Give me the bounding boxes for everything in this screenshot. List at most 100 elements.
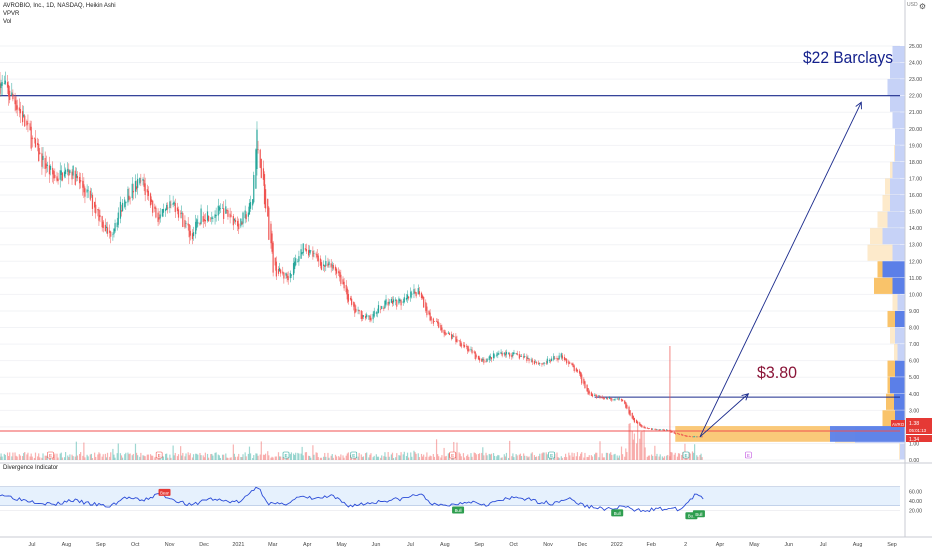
volume-bar <box>227 457 229 460</box>
volume-bar <box>599 441 601 460</box>
volume-bar <box>381 455 383 460</box>
candle-body <box>543 362 545 364</box>
candle-body <box>541 363 543 365</box>
volume-bar <box>14 452 16 460</box>
volume-bar <box>56 453 58 460</box>
volume-bar <box>202 455 204 460</box>
annotation-target-mid: $3.80 <box>757 363 797 382</box>
candle-body <box>558 355 560 360</box>
candle-body <box>328 261 330 266</box>
volume-bar <box>199 452 201 460</box>
earnings-marker <box>350 451 358 459</box>
volume-bar <box>625 448 627 460</box>
volume-bar <box>573 453 575 460</box>
volume-bar <box>569 455 571 460</box>
price-tick-label: 16.00 <box>909 193 922 199</box>
annotations: $22 Barclays $3.80 <box>757 48 893 382</box>
volume-bar <box>117 443 119 460</box>
volume-bar <box>238 453 240 460</box>
candle-body <box>387 301 389 306</box>
volume-bar <box>438 456 440 460</box>
volume-bar <box>473 452 475 460</box>
volume-bar <box>584 452 586 460</box>
time-tick-label: Sep <box>887 542 897 548</box>
candle-body <box>364 315 367 319</box>
volume-bar <box>699 455 701 460</box>
volume-bar <box>61 457 63 460</box>
projection-arrows <box>699 101 862 438</box>
volume-bar <box>458 452 460 460</box>
candle-body <box>587 388 589 395</box>
volume-bar <box>0 453 2 460</box>
volume-bar <box>200 455 202 460</box>
annotation-target-high: $22 Barclays <box>803 48 893 67</box>
volume-bar <box>613 454 615 460</box>
volume-bar <box>453 441 455 460</box>
volume-bar <box>151 455 153 460</box>
time-tick-label: May <box>749 542 759 548</box>
candle-body <box>158 217 160 220</box>
last-price-label: 1.38 <box>909 421 919 427</box>
volume-bar <box>309 455 311 460</box>
price-tick-label: 13.00 <box>909 243 922 249</box>
candle-body <box>463 344 466 348</box>
candle-body <box>298 256 300 262</box>
candle-body <box>428 310 430 315</box>
volume-bar <box>180 446 182 460</box>
candle-body <box>351 298 353 305</box>
volume-bar <box>230 457 232 460</box>
candle-body <box>445 333 447 335</box>
vp-bar-down-active <box>894 393 905 410</box>
candle-body <box>238 223 240 230</box>
candle-body <box>23 114 25 117</box>
candle-body <box>686 436 688 437</box>
volume-bar <box>423 454 425 460</box>
volume-bar <box>280 456 282 460</box>
settings-gear-icon[interactable]: ⚙ <box>918 2 926 11</box>
volume-bar <box>63 457 66 460</box>
volume-bar <box>204 452 206 460</box>
volume-bar <box>125 452 127 460</box>
candle-body <box>48 165 51 175</box>
candle-body <box>72 165 74 176</box>
vp-bar-down <box>890 62 905 79</box>
volume-bar <box>119 453 122 460</box>
candle-body <box>226 209 228 211</box>
volume-label[interactable]: Vol <box>3 19 12 25</box>
candle-body <box>380 308 382 310</box>
volume-bar <box>3 453 5 460</box>
candle-body <box>52 167 54 175</box>
candle-body <box>551 358 553 362</box>
candle-body <box>195 221 197 235</box>
earnings-marker-label: E <box>747 453 750 458</box>
vpvr-label[interactable]: VPVR <box>3 11 20 17</box>
candle-body <box>82 180 84 188</box>
candle-body <box>119 201 122 219</box>
candle-body <box>557 358 559 360</box>
time-tick-label: Oct <box>509 542 518 548</box>
volume-bar <box>256 453 258 460</box>
volume-bar <box>425 456 427 460</box>
candle-body <box>218 206 220 211</box>
candle-body <box>277 269 280 274</box>
candle-body <box>174 203 176 213</box>
candle-body <box>508 353 510 354</box>
volume-bar <box>320 457 323 460</box>
indicator-title[interactable]: Divergence Indicator <box>3 465 59 471</box>
candle-body <box>606 398 609 400</box>
candle-body <box>262 168 265 180</box>
volume-bar <box>74 456 76 460</box>
volume-bar <box>610 452 612 460</box>
volume-bar <box>563 457 566 460</box>
volume-bar <box>42 453 44 460</box>
candle-body <box>573 365 575 372</box>
volume-bar <box>328 457 330 460</box>
volume-bar <box>641 431 643 460</box>
volume-bar <box>697 456 699 460</box>
vp-bar-down <box>887 211 905 228</box>
vp-bar-down <box>897 294 905 311</box>
volume-bar <box>557 457 559 460</box>
candle-body <box>89 190 91 200</box>
vp-bar-up <box>894 145 895 162</box>
candle-body <box>167 207 169 209</box>
